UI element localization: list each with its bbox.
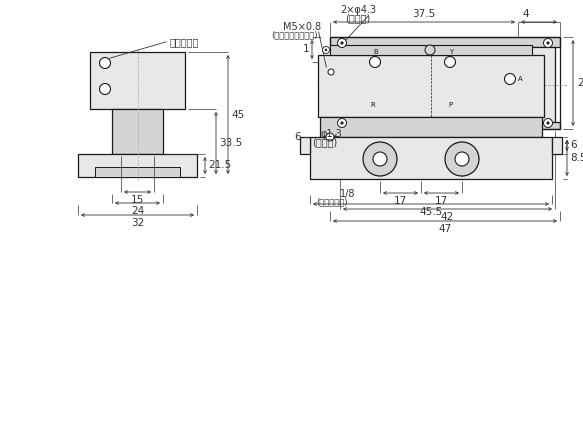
- Text: 6: 6: [294, 132, 301, 142]
- Text: (配管ポート): (配管ポート): [317, 197, 348, 206]
- Text: B: B: [374, 49, 378, 55]
- Circle shape: [325, 49, 327, 51]
- Circle shape: [425, 45, 435, 55]
- Bar: [112, 109, 163, 154]
- Bar: [340, 47, 555, 122]
- Bar: [322, 62, 340, 82]
- Circle shape: [547, 122, 549, 124]
- Circle shape: [363, 142, 397, 176]
- Text: 32: 32: [131, 218, 144, 228]
- Circle shape: [543, 38, 553, 48]
- Text: 2×φ4.3: 2×φ4.3: [340, 5, 376, 15]
- Text: M5×0.8: M5×0.8: [283, 22, 321, 32]
- Bar: [320, 117, 542, 137]
- Bar: [330, 37, 560, 129]
- Circle shape: [341, 42, 343, 44]
- Circle shape: [322, 46, 329, 53]
- Circle shape: [445, 142, 479, 176]
- Bar: [330, 37, 560, 47]
- Circle shape: [370, 56, 381, 67]
- Text: 45.5: 45.5: [419, 207, 442, 217]
- Bar: [330, 45, 532, 55]
- Text: 45: 45: [231, 110, 244, 119]
- Circle shape: [338, 118, 346, 128]
- Circle shape: [341, 122, 343, 124]
- Text: Y: Y: [449, 49, 453, 55]
- Bar: [78, 154, 197, 177]
- Circle shape: [328, 69, 334, 75]
- Bar: [90, 52, 185, 109]
- Text: 47: 47: [438, 224, 452, 234]
- Circle shape: [338, 38, 346, 48]
- Bar: [95, 167, 180, 177]
- Text: A: A: [518, 76, 523, 82]
- Text: 24: 24: [131, 206, 144, 216]
- Bar: [310, 137, 552, 179]
- Circle shape: [543, 118, 553, 128]
- Circle shape: [100, 58, 111, 69]
- Circle shape: [373, 152, 387, 166]
- Text: (パイロットポート): (パイロットポート): [272, 30, 318, 39]
- Circle shape: [547, 42, 549, 44]
- Text: P: P: [448, 102, 452, 108]
- Circle shape: [326, 133, 334, 141]
- Text: 17: 17: [394, 196, 407, 206]
- Circle shape: [100, 83, 111, 94]
- Text: R: R: [371, 102, 375, 108]
- Circle shape: [444, 56, 455, 67]
- Text: 1/8: 1/8: [339, 189, 355, 199]
- Bar: [318, 55, 544, 117]
- Bar: [552, 137, 562, 154]
- Text: 1: 1: [303, 45, 309, 55]
- Bar: [300, 137, 310, 154]
- Circle shape: [455, 152, 469, 166]
- Bar: [330, 122, 560, 129]
- Text: φ1.3: φ1.3: [320, 129, 342, 139]
- Text: (呼吸穴): (呼吸穴): [312, 137, 337, 147]
- Text: 6: 6: [570, 141, 577, 150]
- Text: 8.5: 8.5: [570, 153, 583, 163]
- Text: マニュアル: マニュアル: [170, 37, 199, 47]
- Text: 21.5: 21.5: [208, 160, 231, 170]
- Text: 17: 17: [435, 196, 448, 206]
- Text: 42: 42: [441, 212, 454, 222]
- Circle shape: [504, 73, 515, 84]
- Text: 4: 4: [523, 9, 529, 19]
- Text: 15: 15: [131, 195, 144, 205]
- Text: (取付用): (取付用): [345, 13, 371, 23]
- Text: 37.5: 37.5: [412, 9, 436, 19]
- Text: 33.5: 33.5: [219, 138, 243, 148]
- Text: 24: 24: [577, 78, 583, 88]
